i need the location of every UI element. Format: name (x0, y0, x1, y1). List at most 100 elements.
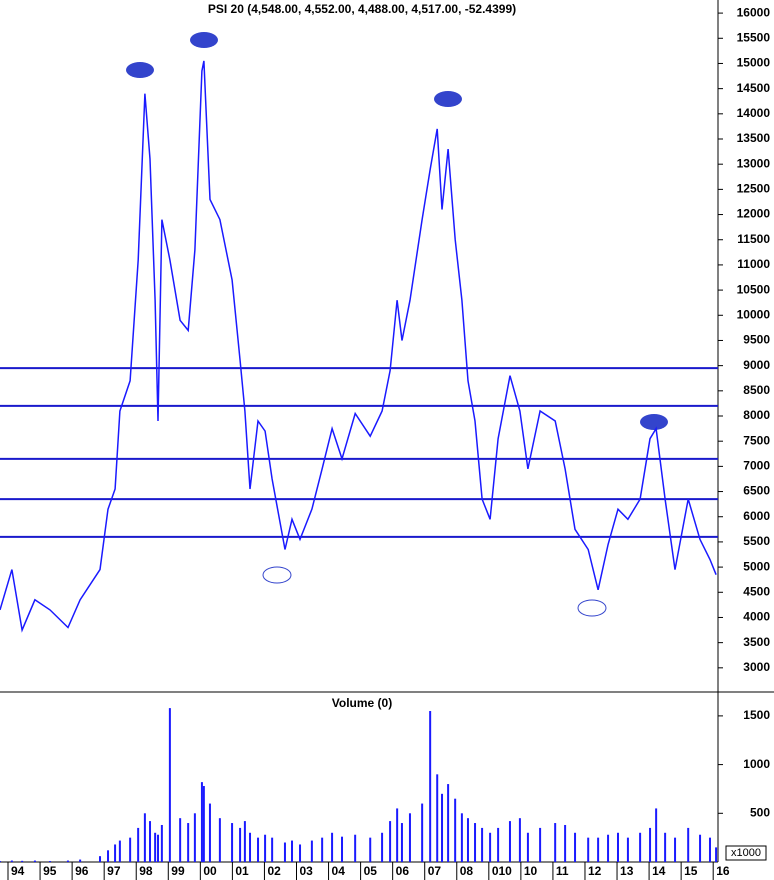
y-tick-label: 7500 (743, 433, 770, 447)
volume-bar (539, 827, 542, 862)
bear-icon (640, 414, 668, 430)
y-tick-label: 6500 (743, 484, 770, 498)
volume-bar (674, 837, 677, 862)
x-tick-label: 11 (556, 864, 569, 878)
x-tick-label: 02 (267, 864, 281, 878)
x-tick-label: 94 (11, 864, 25, 878)
volume-bar (310, 840, 313, 862)
volume-bar (291, 840, 294, 862)
bull-markers (262, 566, 607, 617)
volume-bar (99, 856, 102, 862)
volume-bar (497, 827, 500, 862)
y-tick-label: 10500 (737, 282, 771, 296)
y-tick-label: 3500 (743, 635, 770, 649)
volume-bar (400, 823, 403, 862)
volume-bar (687, 827, 690, 862)
volume-bar (526, 832, 529, 862)
volume-bar (474, 823, 477, 862)
y-tick-label: 15500 (737, 30, 771, 44)
x-tick-label: 16 (716, 864, 730, 878)
x-tick-label: 96 (75, 864, 89, 878)
y-tick-label: 16000 (737, 5, 771, 19)
x-tick-label: 14 (652, 864, 666, 878)
x-tick-label: 04 (332, 864, 346, 878)
y-tick-label: 500 (750, 805, 770, 819)
volume-bar (518, 818, 521, 862)
volume-bar (264, 834, 267, 862)
volume-bar (218, 818, 221, 862)
volume-bar (481, 827, 484, 862)
volume-bar (0, 861, 1, 862)
volume-bar (436, 774, 439, 862)
y-tick-label: 12000 (737, 207, 771, 221)
volume-bar (466, 818, 469, 862)
volume-bar (168, 708, 171, 862)
volume-title: Volume (0) (332, 696, 392, 710)
volume-bar (187, 823, 190, 862)
chart-title: PSI 20 (4,548.00, 4,552.00, 4,488.00, 4,… (208, 2, 516, 16)
x-tick-label: 15 (684, 864, 698, 878)
volume-bar (649, 827, 652, 862)
volume-bar (231, 823, 234, 862)
volume-bar (408, 813, 411, 862)
volume-bar (429, 711, 432, 862)
volume-bar (460, 813, 463, 862)
y-tick-label: 10000 (737, 307, 771, 321)
volume-bar (10, 860, 13, 862)
volume-bar (143, 813, 146, 862)
y-tick-label: 8000 (743, 408, 770, 422)
volume-bar (283, 842, 286, 862)
bear-icon (434, 91, 462, 107)
volume-bar (616, 832, 619, 862)
volume-bar (160, 824, 163, 862)
volume-bar (154, 832, 157, 862)
volume-bar (193, 813, 196, 862)
volume-bar (489, 832, 492, 862)
volume-bar (699, 834, 702, 862)
volume-bar (389, 821, 392, 862)
volume-bar (354, 834, 357, 862)
volume-bar (597, 837, 600, 862)
y-tick-label: 14500 (737, 81, 771, 95)
volume-bar (574, 832, 577, 862)
y-tick-label: 8500 (743, 383, 770, 397)
volume-bar (447, 784, 450, 862)
x-tick-label: 05 (364, 864, 378, 878)
volume-bar (396, 808, 399, 862)
y-tick-label: 7000 (743, 459, 770, 473)
x-tick-label: 98 (139, 864, 153, 878)
volume-bar (107, 850, 110, 862)
volume-bar (321, 837, 324, 862)
bear-icon (190, 32, 218, 48)
volume-bar (271, 837, 274, 862)
volume-bar (149, 821, 152, 862)
y-tick-label: 1500 (743, 708, 770, 722)
volume-bar (421, 803, 424, 862)
x-tick-label: 99 (171, 864, 185, 878)
volume-bar (664, 832, 667, 862)
x-tick-label: 010 (492, 864, 512, 878)
x-tick-label: 12 (588, 864, 602, 878)
volume-bar (239, 827, 242, 862)
y-tick-label: 4500 (743, 584, 770, 598)
volume-bar (202, 786, 205, 862)
volume-bar (508, 821, 511, 862)
volume-bar (554, 823, 557, 862)
y-tick-label: 13500 (737, 131, 771, 145)
volume-bar (33, 860, 36, 862)
y-tick-label: 5000 (743, 559, 770, 573)
markers (126, 32, 668, 430)
volume-bar (157, 834, 160, 862)
volume-bar (564, 824, 567, 862)
y-tick-label: 11000 (737, 257, 770, 271)
x-tick-label: 01 (235, 864, 249, 878)
volume-bar (331, 832, 334, 862)
volume-bar (607, 834, 610, 862)
volume-bar (341, 836, 344, 862)
y-tick-label: 15000 (737, 56, 771, 70)
bull-icon (577, 599, 607, 617)
x-tick-label: 03 (299, 864, 313, 878)
y-tick-label: 11500 (737, 232, 770, 246)
y-tick-label: 12500 (737, 182, 771, 196)
